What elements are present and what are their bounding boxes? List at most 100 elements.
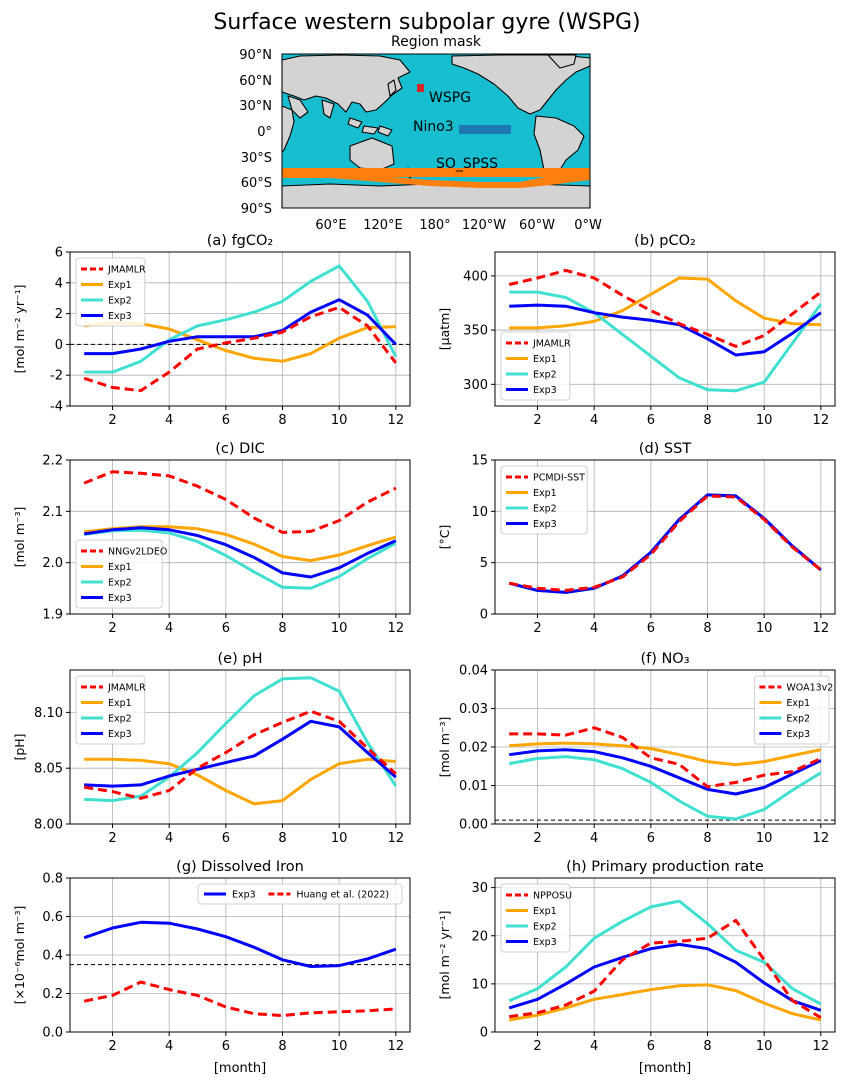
x-tick-label: 2 xyxy=(108,1039,116,1054)
legend-label: Exp1 xyxy=(108,562,132,573)
y-tick-label: 2 xyxy=(55,307,63,322)
wspg-region xyxy=(417,84,424,92)
legend-label: Exp3 xyxy=(533,519,557,530)
y-tick-label: 10 xyxy=(471,977,488,992)
legend-box xyxy=(75,539,163,609)
lon-tick: 120°E xyxy=(363,218,403,233)
x-tick-label: 8 xyxy=(278,1039,286,1054)
x-tick-label: 10 xyxy=(331,621,348,636)
region-mask-map: Region mask xyxy=(239,34,602,233)
legend-label: Exp3 xyxy=(108,311,132,322)
panel-title: (b) pCO₂ xyxy=(634,233,696,249)
x-tick-label: 8 xyxy=(278,621,286,636)
legend-label: Exp1 xyxy=(108,280,132,291)
y-tick-label: 0.02 xyxy=(459,741,488,756)
x-tick-label: 6 xyxy=(222,1039,230,1054)
y-tick-label: 0.6 xyxy=(42,910,63,925)
y-tick-label: 0 xyxy=(55,338,63,353)
y-tick-label: 0.8 xyxy=(42,872,63,887)
so-spss-region xyxy=(282,168,590,177)
panel-title: (c) DIC xyxy=(215,441,264,457)
x-tick-label: 10 xyxy=(756,621,773,636)
x-tick-label: 2 xyxy=(108,831,116,846)
lat-tick: 60°N xyxy=(239,74,272,89)
series-line-exp2 xyxy=(509,290,823,393)
y-tick-label: 350 xyxy=(463,324,488,339)
y-axis-label: [mol m⁻³] xyxy=(12,507,27,568)
legend-box xyxy=(500,331,571,401)
series-line-pcmdi-sst xyxy=(508,494,822,592)
legend-box xyxy=(75,257,146,327)
panel-c: 2 4 6 8 10 12 1.9 2.0 2.1 2.2 (c) DIC [mol m⁻³] NNGv… xyxy=(12,441,411,636)
legend-label: Huang et al. (2022) xyxy=(296,890,389,901)
x-tick-label: 12 xyxy=(388,1039,405,1054)
y-axis-label: [mol m⁻³] xyxy=(437,717,452,778)
x-tick-label: 10 xyxy=(331,831,348,846)
series-line-exp2 xyxy=(84,264,398,374)
nino3-label: Nino3 xyxy=(413,119,454,135)
panel-b: 2 4 6 8 10 12 300 350 400 (b) pCO₂ [μatm] JMAMLR Exp… xyxy=(437,233,836,428)
x-tick-label: 2 xyxy=(533,621,541,636)
series-line-jmamlr xyxy=(83,709,397,800)
x-tick-label: 2 xyxy=(108,413,116,428)
lat-tick: 30°S xyxy=(241,151,272,166)
x-tick-label: 12 xyxy=(388,413,405,428)
legend-box xyxy=(500,465,588,535)
y-axis-label: [pH] xyxy=(12,733,27,760)
map-frame xyxy=(281,53,591,209)
x-tick-label: 10 xyxy=(331,1039,348,1054)
series-line-exp2 xyxy=(84,528,397,590)
map-lat-ticks: 90°N 60°N 30°N 0° 30°S 60°S 90°S xyxy=(239,48,272,217)
y-axis-label: [mol m⁻² yr⁻¹] xyxy=(12,285,27,374)
series-line-huang-et-al-2022- xyxy=(83,980,396,1018)
legend-label: Exp3 xyxy=(533,937,557,948)
legend-box xyxy=(197,883,403,905)
legend-label: WOA13v2 xyxy=(786,683,833,694)
y-tick-label: 0.0 xyxy=(42,1026,63,1041)
series-line-npposu xyxy=(509,918,822,1019)
panel-title: (e) pH xyxy=(218,651,263,667)
lon-tick: 60°E xyxy=(315,218,346,233)
x-tick-label: 6 xyxy=(647,413,655,428)
series-line-exp3 xyxy=(509,303,822,357)
y-tick-label: 0 xyxy=(480,608,488,623)
panel-e: 2 4 6 8 10 12 8.00 8.05 8.10 (e) pH [pH] JMAMLR Exp1… xyxy=(12,651,411,846)
y-tick-label: 8.10 xyxy=(34,706,63,721)
x-tick-label: 4 xyxy=(165,831,173,846)
y-tick-label: 0.2 xyxy=(42,987,63,1002)
legend-label: Exp2 xyxy=(108,714,132,725)
axes-frame xyxy=(69,669,411,825)
legend-label: JMAMLR xyxy=(532,339,571,350)
axes-frame xyxy=(69,459,411,615)
so-spss-region-shape xyxy=(282,170,590,188)
y-tick-label: 0.00 xyxy=(459,818,488,833)
legend-box xyxy=(500,883,571,953)
series-line-jmamlr xyxy=(508,268,822,348)
legend: Exp3 Huang et al. (2022) xyxy=(197,883,403,905)
legend: NNGv2LDEO Exp1 Exp2 Exp3 xyxy=(75,539,167,609)
axes-frame xyxy=(494,459,836,615)
y-tick-label: -4 xyxy=(50,400,63,415)
axes-frame xyxy=(494,251,836,407)
series-line-nngv2ldeo xyxy=(83,470,397,534)
x-tick-label: 2 xyxy=(533,1039,541,1054)
y-tick-label: 6 xyxy=(55,246,63,261)
legend-label: Exp2 xyxy=(533,504,557,515)
legend-label: Exp3 xyxy=(786,729,810,740)
series-line-exp3 xyxy=(84,298,397,356)
x-tick-label: 4 xyxy=(165,621,173,636)
x-tick-label: 8 xyxy=(703,413,711,428)
map-lon-ticks: 60°E 120°E 180° 120°W 60°W 0°W xyxy=(315,218,602,233)
x-tick-label: 8 xyxy=(703,1039,711,1054)
legend-label: Exp2 xyxy=(108,578,132,589)
legend-label: Exp1 xyxy=(786,698,810,709)
x-tick-label: 6 xyxy=(647,621,655,636)
axes-frame xyxy=(494,877,836,1033)
series-line-jmamlr xyxy=(83,305,397,393)
panel-g: 2 4 6 8 10 12 0.0 0.2 0.4 0.6 0.8 (g) Dissolved Iro… xyxy=(12,859,411,1076)
x-tick-label: 10 xyxy=(756,1039,773,1054)
x-tick-label: 12 xyxy=(813,831,830,846)
panel-title: (f) NO₃ xyxy=(640,651,689,667)
legend-label: Exp2 xyxy=(108,296,132,307)
